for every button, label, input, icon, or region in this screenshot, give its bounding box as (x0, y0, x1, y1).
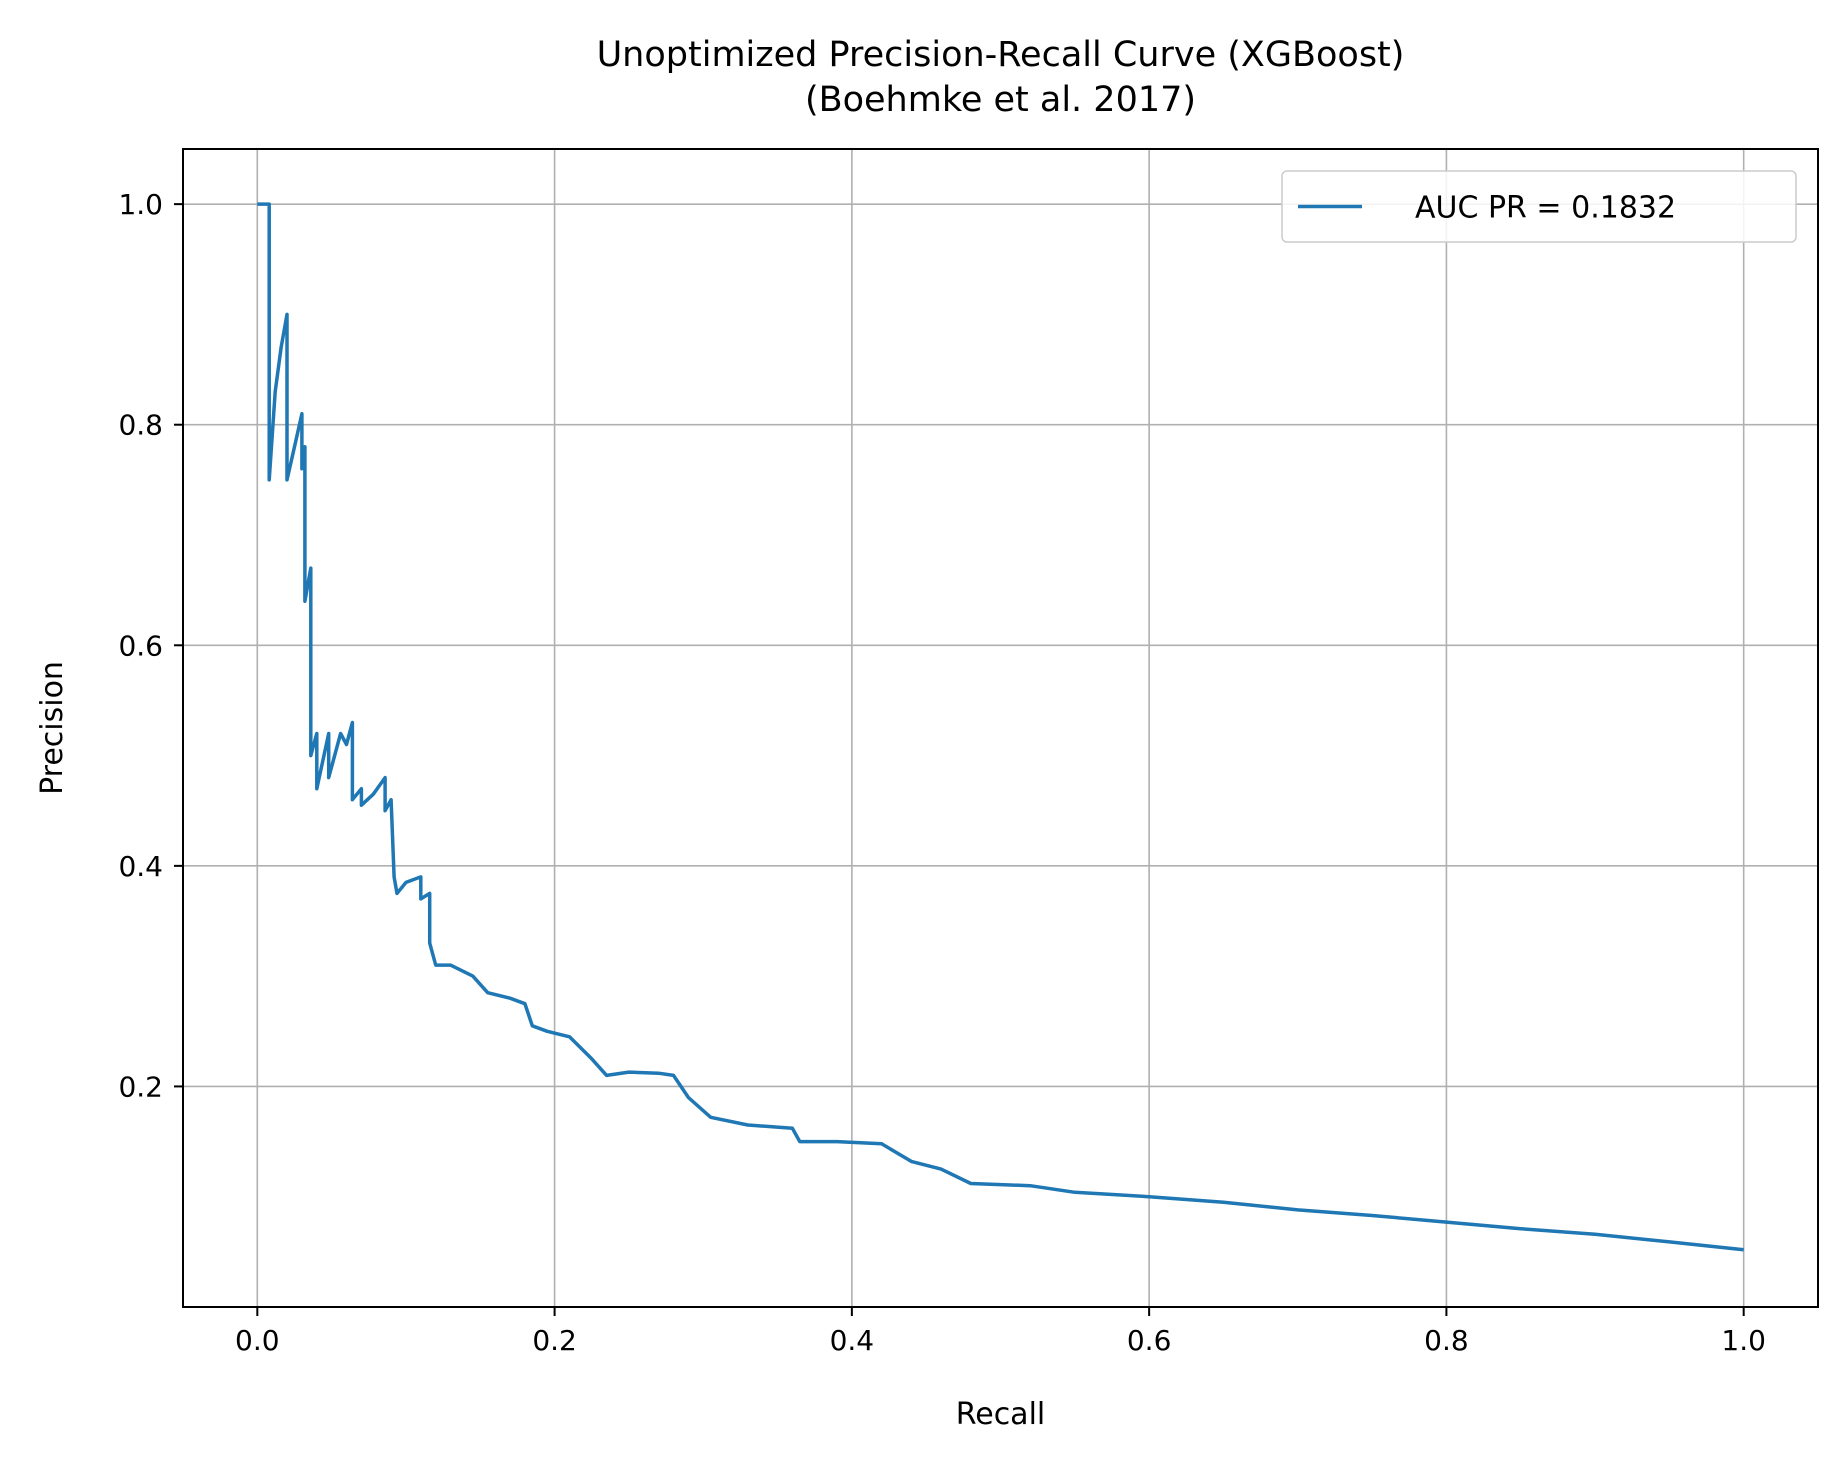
legend: AUC PR = 0.1832 (1281, 170, 1797, 243)
y-tick-label: 1.0 (118, 188, 163, 221)
x-tick-label: 0.4 (830, 1324, 875, 1357)
legend-label: AUC PR = 0.1832 (1415, 191, 1676, 226)
x-tick-label: 0.8 (1424, 1324, 1469, 1357)
y-tick-label: 0.4 (118, 850, 163, 883)
titles: Unoptimized Precision-Recall Curve (XGBo… (35, 35, 1404, 1432)
chart-title-line: Unoptimized Precision-Recall Curve (XGBo… (597, 35, 1405, 75)
series-layer (257, 202, 1744, 1252)
ticks: 0.0 0.2 0.4 0.6 0.8 1.0 0.2 0.4 0.6 0.8 1.0 (118, 188, 1765, 1357)
y-tick-label: 0.2 (118, 1070, 163, 1103)
y-axis-label: Precision (35, 661, 70, 795)
x-tick-label: 1.0 (1721, 1324, 1766, 1357)
y-tick-label: 0.6 (118, 629, 163, 662)
y-tick-label: 0.8 (118, 409, 163, 442)
legend-box (1281, 170, 1797, 243)
chart-title-line: (Boehmke et al. 2017) (805, 80, 1196, 120)
x-tick-label: 0.2 (532, 1324, 577, 1357)
plot-frame (182, 148, 1819, 1308)
x-axis-label: Recall (956, 1397, 1046, 1432)
x-tick-label: 0.6 (1127, 1324, 1172, 1357)
pr-curve-line (257, 202, 1744, 1252)
x-tick-label: 0.0 (235, 1324, 280, 1357)
